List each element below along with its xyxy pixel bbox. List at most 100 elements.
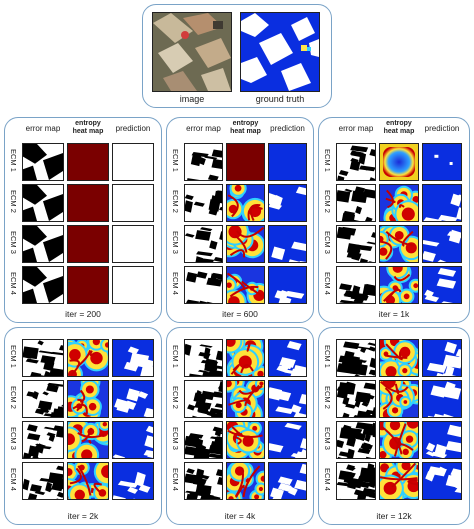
prediction-tile xyxy=(112,339,154,377)
error-map-tile xyxy=(22,421,64,459)
row-label: ECM 2 xyxy=(171,386,180,409)
prediction-tile xyxy=(112,421,154,459)
row-label: ECM 4 xyxy=(171,272,180,295)
row-label: ECM 1 xyxy=(323,345,332,368)
prediction-tile xyxy=(422,266,462,304)
error-map-tile xyxy=(336,462,376,500)
entropy-heat-map-tile xyxy=(67,184,109,222)
error-map-tile xyxy=(22,225,64,263)
prediction-tile xyxy=(422,339,462,377)
column-header-error: error map xyxy=(186,124,221,133)
column-header-error: error map xyxy=(338,124,374,133)
entropy-heat-map-tile xyxy=(67,421,109,459)
image-caption: image xyxy=(179,94,205,104)
error-map-tile xyxy=(336,266,376,304)
row-label: ECM 1 xyxy=(9,345,18,368)
entropy-heat-map-tile xyxy=(379,421,419,459)
column-header-entropy: entropy heat map xyxy=(230,120,261,135)
prediction-tile xyxy=(268,462,307,500)
entropy-heat-map-tile xyxy=(379,380,419,418)
row-label: ECM 2 xyxy=(9,190,18,213)
entropy-heat-map-tile xyxy=(379,184,419,222)
error-map-tile xyxy=(336,143,376,181)
entropy-heat-map-tile xyxy=(379,225,419,263)
error-map-tile xyxy=(184,143,223,181)
error-map-tile xyxy=(184,421,223,459)
column-header-prediction: prediction xyxy=(115,124,151,133)
entropy-heat-map-tile xyxy=(67,225,109,263)
error-map-tile xyxy=(184,266,223,304)
error-map-tile xyxy=(22,339,64,377)
row-label: ECM 1 xyxy=(171,149,180,172)
iteration-label: iter = 200 xyxy=(65,309,101,319)
prediction-tile xyxy=(112,266,154,304)
error-map-tile xyxy=(22,380,64,418)
row-label: ECM 3 xyxy=(171,231,180,254)
prediction-tile xyxy=(268,339,307,377)
column-header-error: error map xyxy=(25,124,61,133)
entropy-heat-map-tile xyxy=(226,143,265,181)
prediction-tile xyxy=(268,421,307,459)
error-map-tile xyxy=(22,184,64,222)
row-label: ECM 4 xyxy=(9,272,18,295)
row-label: ECM 3 xyxy=(9,427,18,450)
prediction-tile xyxy=(112,143,154,181)
prediction-tile xyxy=(422,421,462,459)
prediction-tile xyxy=(422,143,462,181)
column-header-prediction: prediction xyxy=(424,124,460,133)
entropy-heat-map-tile xyxy=(226,266,265,304)
prediction-tile xyxy=(112,184,154,222)
error-map-tile xyxy=(184,380,223,418)
entropy-heat-map-tile xyxy=(226,421,265,459)
row-label: ECM 3 xyxy=(9,231,18,254)
iteration-label: iter = 600 xyxy=(222,309,258,319)
prediction-tile xyxy=(112,225,154,263)
row-label: ECM 3 xyxy=(171,427,180,450)
prediction-tile xyxy=(112,462,154,500)
entropy-heat-map-tile xyxy=(379,266,419,304)
row-label: ECM 2 xyxy=(9,386,18,409)
error-map-tile xyxy=(184,339,223,377)
column-header-entropy: entropy heat map xyxy=(72,120,104,135)
row-label: ECM 2 xyxy=(323,386,332,409)
entropy-heat-map-tile xyxy=(226,184,265,222)
prediction-tile xyxy=(422,380,462,418)
entropy-heat-map-tile xyxy=(67,462,109,500)
error-map-tile xyxy=(22,462,64,500)
entropy-heat-map-tile xyxy=(67,266,109,304)
entropy-heat-map-tile xyxy=(226,462,265,500)
row-label: ECM 1 xyxy=(171,345,180,368)
prediction-tile xyxy=(422,184,462,222)
error-map-tile xyxy=(184,184,223,222)
error-map-tile xyxy=(336,421,376,459)
error-map-tile xyxy=(336,380,376,418)
row-label: ECM 3 xyxy=(323,427,332,450)
error-map-tile xyxy=(184,225,223,263)
entropy-heat-map-tile xyxy=(379,143,419,181)
entropy-heat-map-tile xyxy=(379,339,419,377)
row-label: ECM 2 xyxy=(323,190,332,213)
row-label: ECM 1 xyxy=(323,149,332,172)
entropy-heat-map-tile xyxy=(226,380,265,418)
prediction-tile xyxy=(268,380,307,418)
prediction-tile xyxy=(268,266,307,304)
prediction-tile xyxy=(422,225,462,263)
prediction-tile xyxy=(112,380,154,418)
iteration-label: iter = 2k xyxy=(67,511,99,521)
iteration-label: iter = 1k xyxy=(378,309,410,319)
column-header-entropy: entropy heat map xyxy=(383,120,415,135)
entropy-heat-map-tile xyxy=(379,462,419,500)
error-map-tile xyxy=(22,143,64,181)
entropy-heat-map-tile xyxy=(67,339,109,377)
prediction-tile xyxy=(422,462,462,500)
error-map-tile xyxy=(336,184,376,222)
error-map-tile xyxy=(22,266,64,304)
entropy-heat-map-tile xyxy=(67,380,109,418)
row-label: ECM 4 xyxy=(9,468,18,491)
ground-truth-image xyxy=(240,12,320,92)
prediction-tile xyxy=(268,143,307,181)
row-label: ECM 2 xyxy=(171,190,180,213)
row-label: ECM 4 xyxy=(323,468,332,491)
iteration-label: iter = 12k xyxy=(376,511,412,521)
row-label: ECM 4 xyxy=(171,468,180,491)
